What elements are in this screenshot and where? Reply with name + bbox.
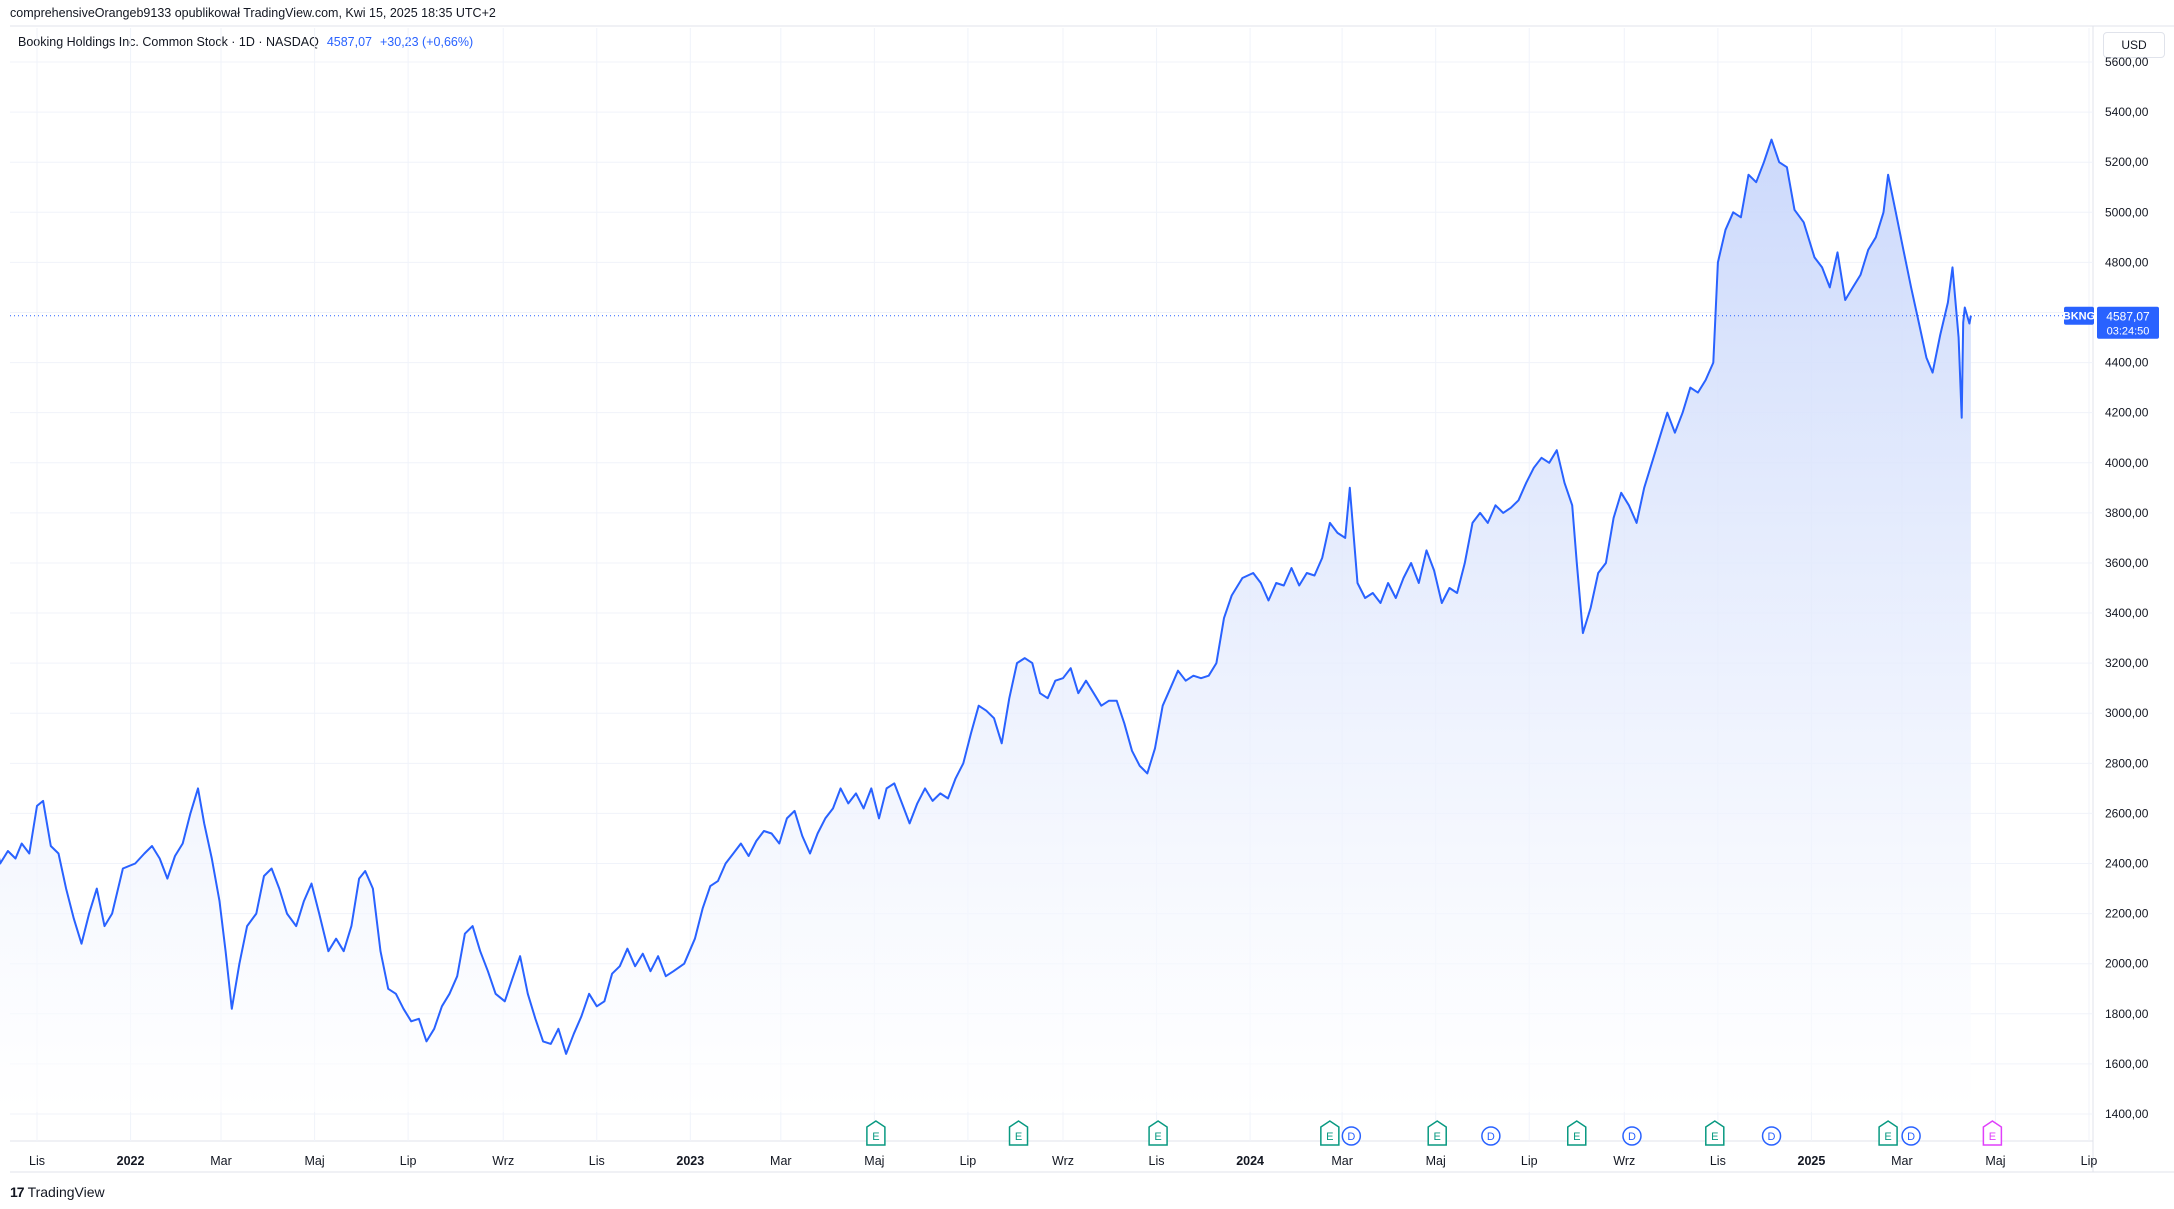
svg-text:D: D xyxy=(1347,1131,1355,1143)
symbol-description: Booking Holdings Inc. Common Stock · 1D … xyxy=(18,35,319,49)
x-tick-label: Wrz xyxy=(1052,1154,1074,1168)
y-tick-label: 2200,00 xyxy=(2105,907,2149,921)
svg-text:D: D xyxy=(1628,1131,1636,1143)
dividend-marker-icon[interactable]: D xyxy=(1481,1126,1501,1146)
tradingview-brand: TradingView xyxy=(27,1184,105,1200)
x-tick-label: Mar xyxy=(770,1154,792,1168)
x-tick-label: Maj xyxy=(1426,1154,1446,1168)
svg-text:E: E xyxy=(872,1131,879,1143)
y-tick-label: 3600,00 xyxy=(2105,556,2149,570)
upcoming-earnings-marker-icon[interactable]: E xyxy=(1982,1120,2003,1146)
y-tick-label: 3800,00 xyxy=(2105,506,2149,520)
dividend-marker-icon[interactable]: D xyxy=(1761,1126,1782,1146)
earnings-marker-icon[interactable]: E xyxy=(1148,1120,1168,1146)
x-tick-label: Lis xyxy=(29,1154,45,1168)
publisher-line: comprehensiveOrangeb9133 opublikował Tra… xyxy=(10,6,496,20)
svg-text:E: E xyxy=(1434,1131,1441,1143)
x-tick-label: Wrz xyxy=(492,1154,514,1168)
price-line xyxy=(0,138,1972,1055)
x-tick-label: Lis xyxy=(1710,1154,1726,1168)
bar-countdown: 03:24:50 xyxy=(2107,326,2150,338)
x-tick-label: Maj xyxy=(864,1154,884,1168)
earnings-marker-icon[interactable]: E xyxy=(1320,1120,1340,1146)
y-tick-label: 2600,00 xyxy=(2105,806,2149,820)
earnings-marker-icon[interactable]: E xyxy=(1878,1120,1898,1146)
earnings-marker-icon[interactable]: E xyxy=(866,1120,886,1146)
x-tick-label: Mar xyxy=(1331,1154,1353,1168)
dividend-marker-icon[interactable]: D xyxy=(1341,1126,1362,1146)
svg-text:E: E xyxy=(1711,1131,1718,1143)
svg-text:D: D xyxy=(1907,1131,1915,1143)
currency-button[interactable]: USD xyxy=(2103,32,2165,58)
x-tick-label: 2024 xyxy=(1236,1154,1264,1168)
x-tick-label: Mar xyxy=(1891,1154,1913,1168)
svg-text:E: E xyxy=(1326,1131,1333,1143)
legend-change: +30,23 (+0,66%) xyxy=(380,35,474,49)
x-tick-label: Wrz xyxy=(1613,1154,1635,1168)
ticker-tag: BKNG xyxy=(2063,306,2095,325)
price-area-fill xyxy=(0,139,1971,1112)
svg-text:D: D xyxy=(1768,1131,1776,1143)
y-tick-label: 1600,00 xyxy=(2105,1057,2149,1071)
legend-price: 4587,07 xyxy=(326,35,372,49)
svg-text:E: E xyxy=(1015,1131,1022,1143)
x-tick-label: 2023 xyxy=(676,1154,704,1168)
y-tick-label: 3200,00 xyxy=(2105,656,2149,670)
y-tick-label: 2400,00 xyxy=(2105,857,2149,871)
dividend-marker-icon[interactable]: D xyxy=(1622,1126,1642,1146)
x-tick-label: 2025 xyxy=(1798,1154,1826,1168)
x-tick-label: Maj xyxy=(305,1154,325,1168)
y-tick-label: 4200,00 xyxy=(2105,406,2149,420)
last-price-value: 4587,07 xyxy=(2106,310,2150,324)
y-tick-label: 4000,00 xyxy=(2105,456,2149,470)
y-tick-label: 3400,00 xyxy=(2105,606,2149,620)
x-tick-label: 2022 xyxy=(117,1154,145,1168)
svg-text:E: E xyxy=(1573,1131,1580,1143)
x-tick-label: Lis xyxy=(1149,1154,1165,1168)
x-tick-label: Mar xyxy=(210,1154,232,1168)
tradingview-footer[interactable]: 17 TradingView xyxy=(10,1184,105,1200)
y-tick-label: 5400,00 xyxy=(2105,105,2149,119)
dividend-marker-icon[interactable]: D xyxy=(1901,1126,1921,1146)
tradingview-logo-icon: 17 xyxy=(10,1184,25,1200)
x-tick-label: Lip xyxy=(960,1154,977,1168)
x-tick-label: Maj xyxy=(1985,1154,2005,1168)
ticker-label: BKNG xyxy=(2063,311,2095,323)
earnings-marker-icon[interactable]: E xyxy=(1008,1120,1029,1146)
earnings-marker-icon[interactable]: E xyxy=(1427,1120,1447,1146)
y-tick-label: 1800,00 xyxy=(2105,1007,2149,1021)
earnings-marker-icon[interactable]: E xyxy=(1705,1120,1725,1146)
x-tick-label: Lis xyxy=(589,1154,605,1168)
y-tick-label: 1400,00 xyxy=(2105,1107,2149,1121)
x-tick-label: Lip xyxy=(400,1154,417,1168)
x-tick-label: Lip xyxy=(1521,1154,1538,1168)
svg-text:E: E xyxy=(1884,1131,1891,1143)
last-price-badge: 4587,07 03:24:50 xyxy=(2097,306,2159,339)
y-tick-label: 4400,00 xyxy=(2105,356,2149,370)
y-tick-label: 2000,00 xyxy=(2105,957,2149,971)
symbol-legend[interactable]: Booking Holdings Inc. Common Stock · 1D … xyxy=(18,35,473,49)
svg-text:E: E xyxy=(1154,1131,1161,1143)
y-tick-label: 5200,00 xyxy=(2105,155,2149,169)
y-tick-label: 2800,00 xyxy=(2105,756,2149,770)
y-tick-label: 4800,00 xyxy=(2105,255,2149,269)
y-tick-label: 5000,00 xyxy=(2105,205,2149,219)
svg-text:D: D xyxy=(1487,1131,1495,1143)
y-tick-label: 3000,00 xyxy=(2105,706,2149,720)
x-tick-label: Lip xyxy=(2081,1154,2098,1168)
y-tick-label: 5600,00 xyxy=(2105,55,2149,69)
earnings-marker-icon[interactable]: E xyxy=(1567,1120,1587,1146)
svg-text:E: E xyxy=(1989,1131,1996,1143)
